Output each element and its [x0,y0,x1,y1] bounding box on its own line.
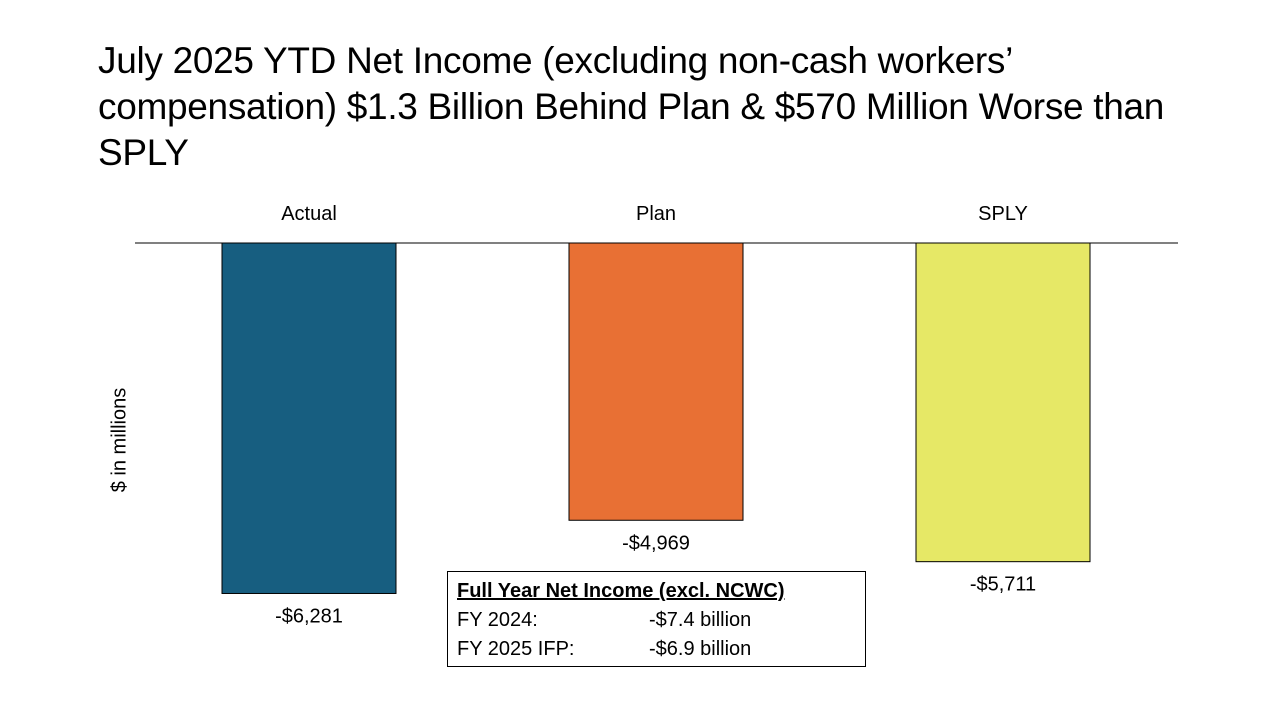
data-label: -$4,969 [622,532,690,554]
info-row-label: FY 2025 IFP: [457,638,575,660]
bar-sply [915,242,1091,563]
y-axis-label: $ in millions [108,387,131,493]
bar-actual [221,242,397,594]
slide-title: July 2025 YTD Net Income (excluding non-… [98,40,1165,173]
info-row-fy2025-ifp: FY 2025 IFP: -$6.9 billion [457,635,865,664]
info-row-label: FY 2024: [457,609,538,631]
info-row-value: -$7.4 billion [649,609,752,631]
info-row-fy2024: FY 2024: -$7.4 billion [457,606,865,635]
data-label: -$6,281 [275,605,343,627]
bar-plan [568,242,744,521]
data-label: -$5,711 [970,574,1036,596]
category-label: SPLY [978,203,1028,225]
full-year-info-box: Full Year Net Income (excl. NCWC) FY 202… [447,571,866,667]
info-box-title: Full Year Net Income (excl. NCWC) [457,580,785,602]
category-label: Plan [636,203,676,225]
category-label: Actual [281,203,337,225]
info-row-value: -$6.9 billion [649,638,752,660]
